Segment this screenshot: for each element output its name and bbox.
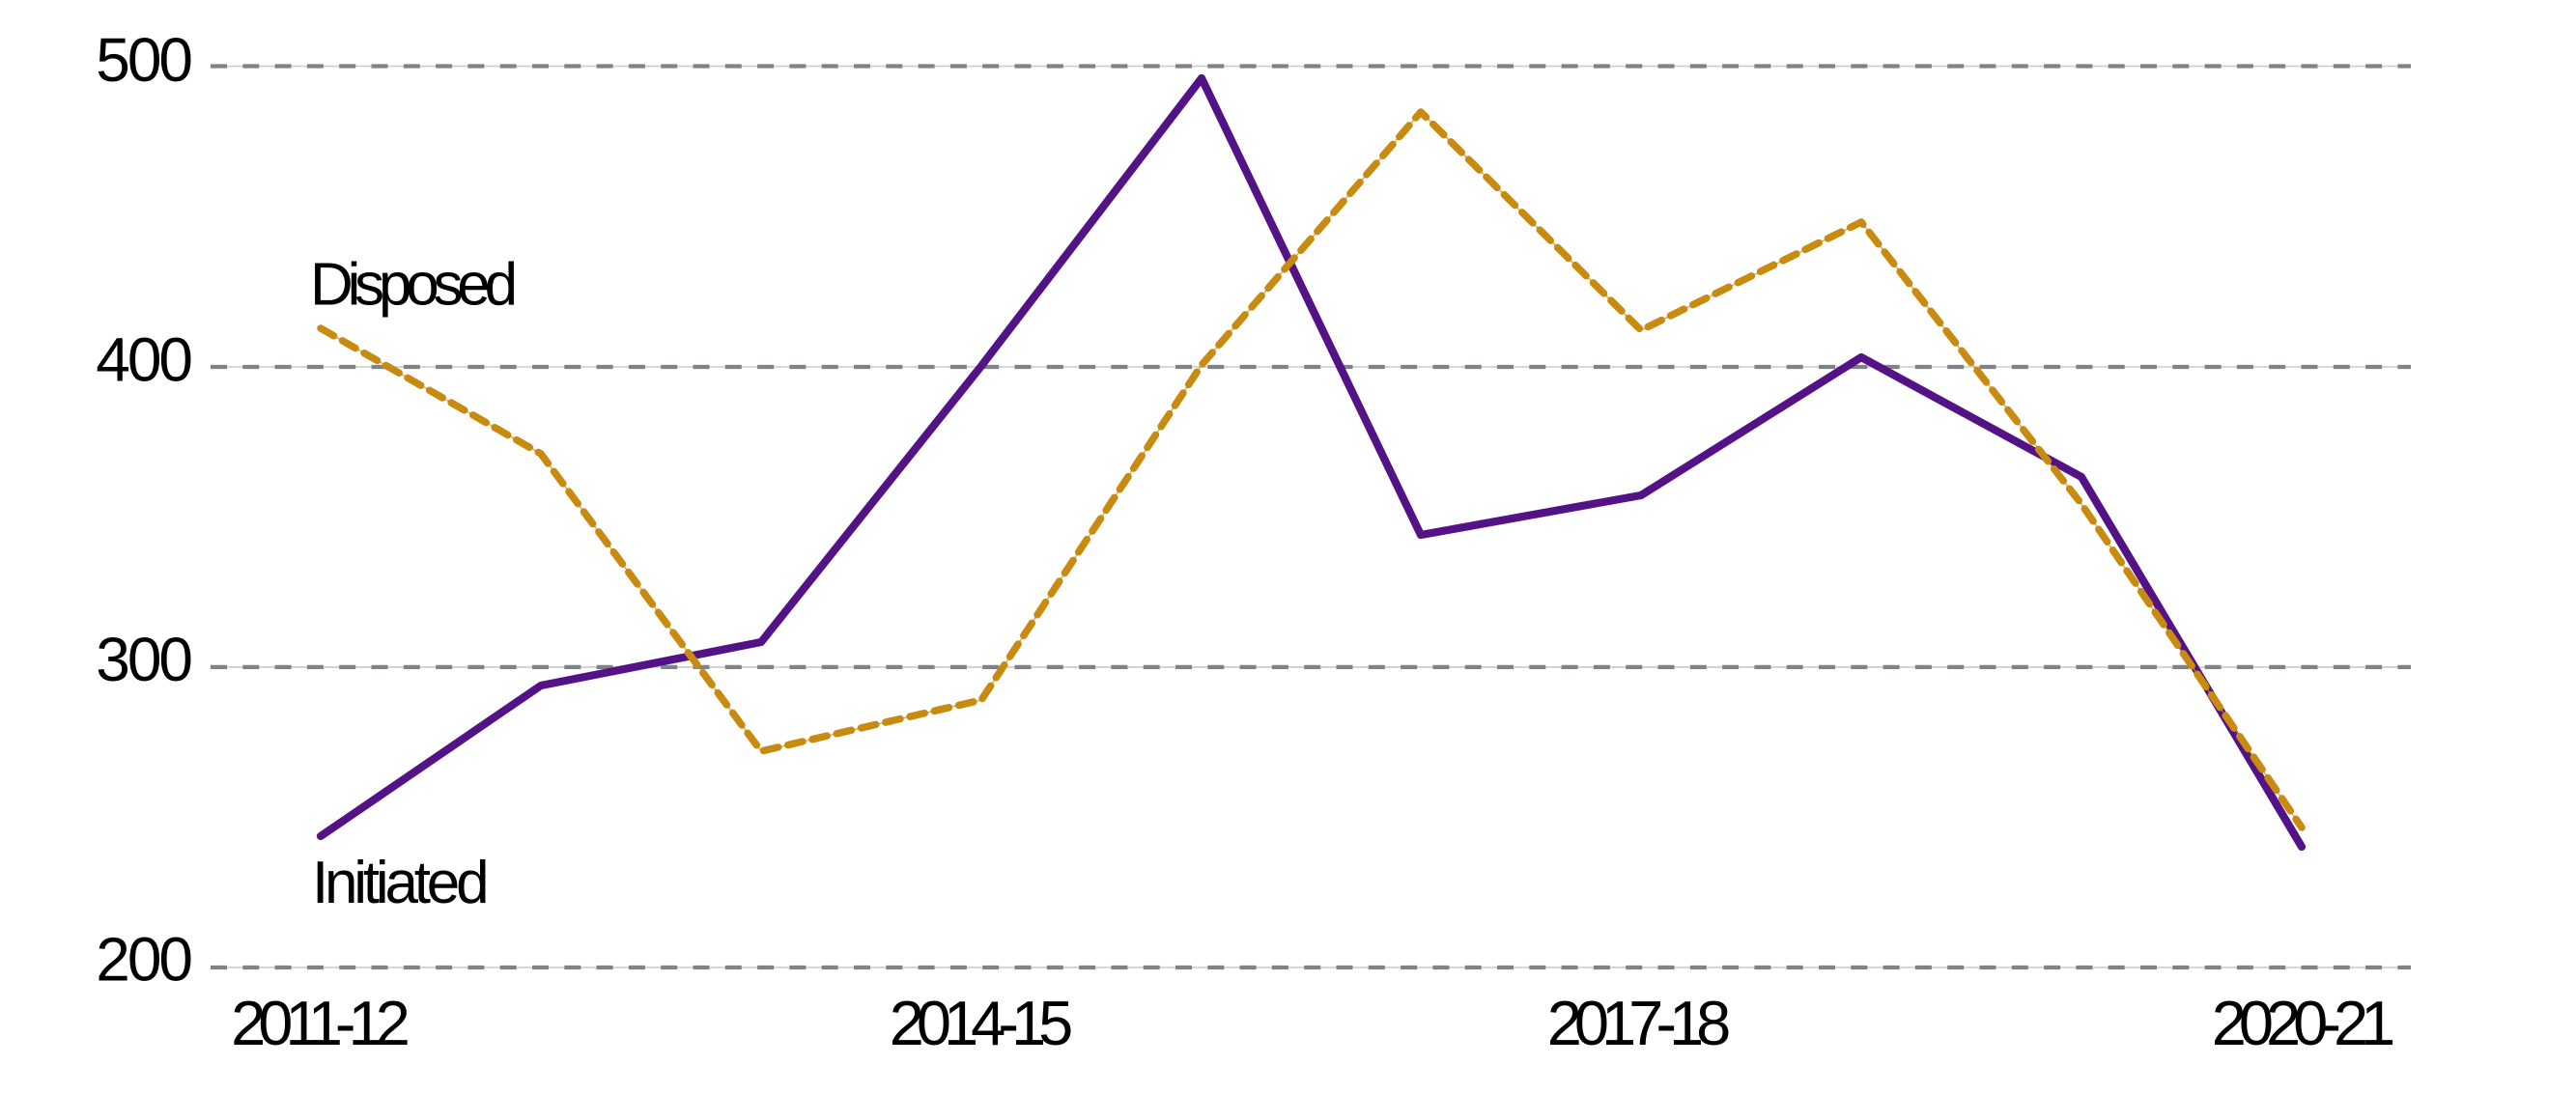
svg-text:200: 200	[96, 925, 191, 995]
svg-text:2020-21: 2020-21	[2212, 988, 2392, 1058]
svg-text:400: 400	[96, 325, 191, 395]
svg-text:Disposed: Disposed	[310, 252, 515, 319]
svg-text:2017-18: 2017-18	[1547, 988, 1729, 1058]
svg-text:2011-12: 2011-12	[231, 988, 408, 1058]
svg-text:Initiated: Initiated	[312, 850, 486, 916]
svg-text:2014-15: 2014-15	[890, 988, 1071, 1058]
svg-text:300: 300	[96, 625, 191, 694]
svg-text:500: 500	[96, 25, 191, 95]
